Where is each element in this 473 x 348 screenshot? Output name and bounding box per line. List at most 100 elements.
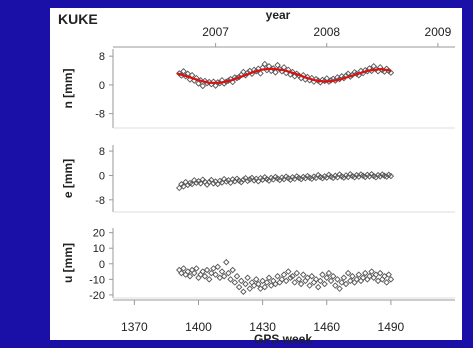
data-point: [340, 274, 348, 282]
data-point: [178, 269, 185, 277]
station-label: KUKE: [58, 11, 98, 27]
data-point: [300, 271, 307, 278]
data-point: [342, 280, 350, 288]
data-point: [223, 178, 230, 185]
bottom-axis: 1370 1400 1430 1460 1490: [113, 299, 455, 334]
data-point: [180, 68, 187, 75]
data-point: [297, 280, 305, 288]
data-point: [387, 276, 395, 283]
data-point: [227, 276, 234, 283]
y-axis-label: u [mm]: [61, 243, 75, 283]
x-tick-label: 1400: [185, 320, 212, 334]
data-point: [387, 69, 395, 76]
y-axis-label: e [mm]: [61, 159, 75, 198]
data-point: [261, 60, 268, 68]
data-point: [270, 65, 277, 72]
data-point: [180, 265, 187, 272]
data-point: [242, 280, 249, 288]
data-point: [306, 282, 313, 289]
data-point: [336, 285, 343, 292]
data-point: [291, 279, 298, 286]
data-point: [282, 277, 290, 285]
data-point: [359, 274, 367, 282]
data-point: [321, 280, 328, 288]
x-tick-label: 1370: [121, 320, 148, 334]
data-point: [186, 272, 194, 280]
data-point: [193, 74, 200, 82]
panel-n: 8 0 -8 n [mm]: [61, 49, 455, 129]
data-point: [349, 272, 356, 280]
y-tick-label: 10: [93, 243, 105, 255]
data-point: [261, 283, 268, 291]
data-point: [229, 266, 236, 274]
data-point: [376, 269, 384, 277]
y-axis-label: n [mm]: [61, 69, 75, 109]
data-point: [235, 283, 243, 291]
data-point: [334, 276, 341, 283]
data-point: [285, 268, 292, 275]
figure-background: [50, 8, 462, 340]
data-point: [190, 269, 198, 277]
top-axis-label: year: [266, 8, 291, 22]
data-point: [259, 277, 266, 285]
data-point: [214, 263, 221, 271]
fit-curve: [176, 67, 392, 84]
year-tick-label: 2008: [313, 25, 340, 39]
data-point: [355, 271, 363, 278]
data-point: [250, 177, 258, 184]
data-point: [361, 269, 369, 277]
data-point: [257, 70, 264, 77]
data-point: [319, 271, 326, 278]
data-point: [344, 269, 352, 277]
data-point: [212, 271, 219, 278]
data-point: [233, 272, 241, 280]
data-point: [368, 268, 375, 275]
year-tick-label: 2009: [425, 25, 452, 39]
data-point: [265, 274, 273, 282]
data-point: [218, 268, 226, 275]
y-tick-label: 20: [93, 228, 105, 240]
data-point: [274, 61, 281, 69]
data-point: [293, 269, 301, 277]
top-axis: 2007 2008 2009: [113, 25, 455, 48]
year-tick-label: 2007: [202, 25, 229, 39]
data-point: [255, 280, 262, 288]
data-point: [329, 272, 337, 280]
x-tick-label: 1490: [378, 320, 405, 334]
data-point: [220, 272, 228, 280]
data-point: [295, 276, 303, 283]
data-point: [210, 78, 217, 85]
data-point: [353, 276, 360, 283]
data-point: [366, 272, 373, 280]
y-tick-label: -10: [89, 274, 105, 286]
data-point: [238, 277, 245, 285]
y-tick-label: 0: [99, 80, 105, 92]
data-point: [240, 176, 247, 183]
data-point: [327, 77, 335, 84]
data-point: [193, 179, 200, 187]
panel-u: 20 10 0 -10 -20 u [mm]: [61, 228, 455, 302]
data-point: [325, 269, 333, 277]
data-point: [263, 279, 271, 286]
x-axis-label: GPS week: [254, 332, 312, 346]
y-tick-label: 8: [99, 51, 105, 63]
data-point: [244, 177, 251, 185]
y-tick-label: -8: [95, 195, 105, 207]
data-point: [223, 258, 230, 266]
data-point: [323, 274, 330, 282]
data-point: [231, 279, 239, 286]
y-tick-label: 8: [99, 146, 105, 158]
data-point: [193, 265, 200, 272]
data-point: [210, 180, 217, 187]
data-point: [244, 274, 251, 282]
data-point: [300, 71, 307, 79]
data-point: [327, 277, 335, 285]
y-tick-label: -8: [95, 109, 105, 121]
data-point: [240, 288, 247, 296]
data-point: [203, 266, 211, 274]
data-point: [201, 272, 209, 280]
data-point: [347, 277, 354, 285]
data-point: [383, 279, 390, 286]
panel-e: 8 0 -8 e [mm]: [61, 145, 455, 213]
